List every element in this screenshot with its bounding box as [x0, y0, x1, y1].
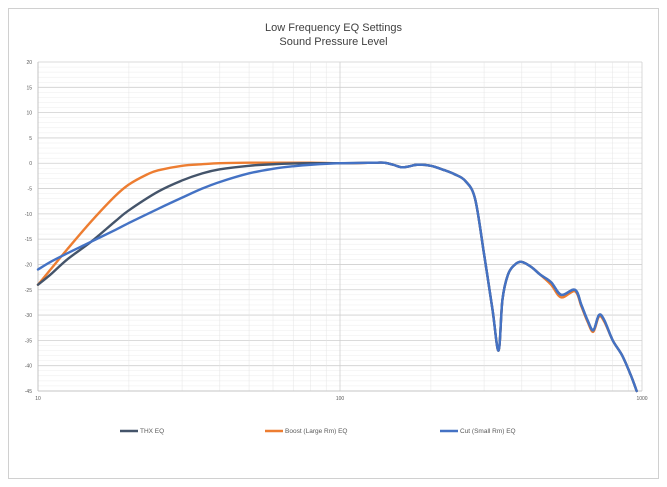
- chart-subtitle: Sound Pressure Level: [279, 36, 388, 48]
- chart-title: Low Frequency EQ Settings: [265, 22, 402, 34]
- series-line-cut-small-rm-eq: [36, 161, 638, 393]
- y-tick-label: -25: [25, 288, 32, 294]
- series-line-boost-large-rm-eq: [36, 161, 638, 393]
- y-tick-label: -15: [25, 237, 32, 243]
- y-tick-label: -10: [25, 212, 32, 218]
- chart-frame: [8, 8, 659, 479]
- x-tick-label: 100: [336, 396, 345, 402]
- legend-label-boost-large-rm-eq: Boost (Large Rm) EQ: [285, 428, 348, 435]
- y-tick-label: -35: [25, 338, 32, 344]
- y-tick-label: 20: [26, 60, 32, 66]
- y-tick-label: -45: [25, 389, 32, 395]
- y-tick-label: -20: [25, 262, 32, 268]
- series-layer: [36, 161, 638, 393]
- y-tick-label: 15: [26, 85, 32, 91]
- legend-label-thx-eq: THX EQ: [140, 428, 164, 435]
- y-tick-label: -40: [25, 364, 32, 370]
- x-tick-label: 1000: [636, 396, 647, 402]
- x-tick-label: 10: [35, 396, 41, 402]
- legend-label-cut-small-rm-eq: Cut (Small Rm) EQ: [460, 428, 516, 435]
- y-tick-label: 5: [29, 136, 32, 142]
- series-line-thx-eq: [36, 161, 638, 393]
- y-tick-label: 0: [29, 161, 32, 167]
- y-tick-label: -5: [28, 187, 33, 193]
- y-tick-label: -30: [25, 313, 32, 319]
- legend: THX EQ Boost (Large Rm) EQ Cut (Small Rm) …: [120, 428, 516, 435]
- grid-layer: [37, 61, 643, 392]
- y-tick-label: 10: [26, 111, 32, 117]
